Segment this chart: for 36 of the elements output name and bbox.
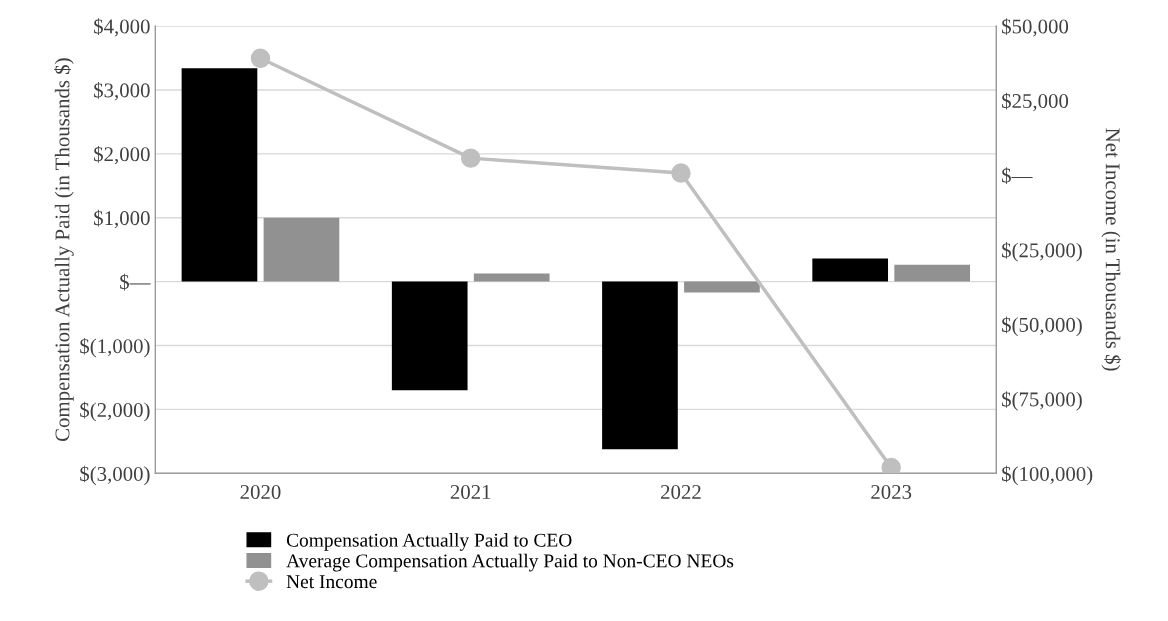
legend-label: Compensation Actually Paid to CEO bbox=[286, 533, 572, 551]
point bbox=[881, 457, 901, 474]
point bbox=[460, 148, 481, 168]
bar bbox=[473, 273, 550, 282]
y-tick-label: $4,000 bbox=[94, 18, 150, 37]
y2-tick-label: $(100,000) bbox=[1002, 465, 1093, 486]
bar bbox=[181, 68, 258, 282]
x-tick-label: 2022 bbox=[661, 484, 701, 499]
y-tick-label: $2,000 bbox=[94, 145, 150, 165]
y2-tick-label: $(25,000) bbox=[1002, 242, 1082, 262]
y-tick-label: $(3,000) bbox=[80, 465, 150, 486]
y-axis-title: Compensation Actually Paid (in Thousands $) bbox=[54, 58, 74, 442]
y2-tick-label: $— bbox=[1002, 167, 1033, 184]
y-tick-label: $(2,000) bbox=[80, 401, 150, 422]
legend-label: Net Income bbox=[286, 575, 377, 589]
bar bbox=[391, 281, 468, 391]
bar bbox=[263, 217, 340, 282]
bar bbox=[894, 264, 971, 282]
y2-tick-label: $(50,000) bbox=[1002, 316, 1082, 337]
bar bbox=[812, 258, 889, 282]
y2-tick-label: $50,000 bbox=[1002, 18, 1069, 37]
point bbox=[671, 163, 691, 183]
x-tick-label: 2021 bbox=[450, 484, 491, 499]
bar bbox=[602, 281, 678, 450]
y-tick-label: $1,000 bbox=[94, 209, 150, 229]
legend-label: Average Compensation Actually Paid to Non-CEO NEOs bbox=[286, 553, 734, 572]
y2-tick-label: $(75,000) bbox=[1002, 391, 1082, 411]
y-tick-label: $(1,000) bbox=[80, 337, 150, 358]
y2-tick-label: $25,000 bbox=[1002, 92, 1069, 112]
bar bbox=[684, 281, 760, 293]
x-tick-label: 2023 bbox=[871, 484, 912, 499]
x-tick-label: 2020 bbox=[240, 484, 281, 499]
y-tick-label: $3,000 bbox=[94, 82, 150, 101]
y2-axis-title: Net Income (in Thousands $) bbox=[1101, 128, 1121, 371]
y-tick-label: $— bbox=[120, 273, 151, 291]
point bbox=[250, 48, 271, 68]
